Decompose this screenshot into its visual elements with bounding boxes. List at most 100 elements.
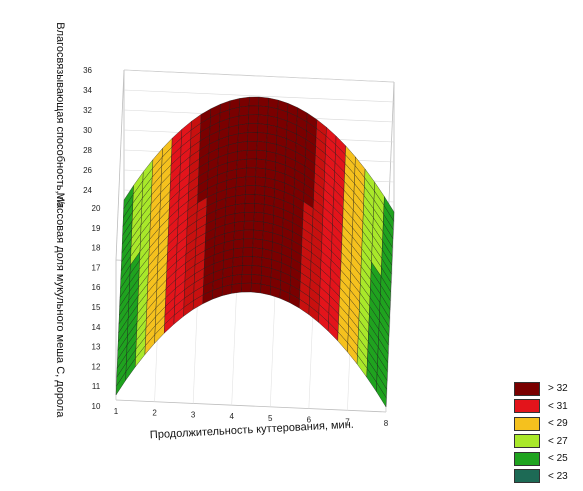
surface-cell (232, 265, 243, 276)
legend-swatch (514, 399, 540, 414)
surface-cell (231, 274, 243, 285)
surface-cell (257, 114, 269, 125)
surface-cell (242, 256, 253, 266)
surface-cell (245, 167, 257, 178)
x-tick-label: 2 (152, 409, 157, 418)
surface-cell (257, 123, 268, 134)
legend-swatch (514, 416, 540, 431)
legend-item: < 29 (514, 415, 580, 433)
y-tick-label: 17 (92, 263, 101, 272)
legend: > 32 < 31 < 29 < 27 < 25 < 23 (514, 380, 580, 485)
z-tick-label: 30 (83, 126, 92, 135)
surface-cell (254, 194, 265, 205)
y-tick-label: 13 (92, 343, 101, 352)
surface-cell (233, 229, 245, 241)
surface-cell (234, 220, 245, 232)
surface-cell (251, 265, 262, 276)
surface-cell (258, 96, 269, 107)
surface-cell (258, 105, 269, 116)
surface-cell (251, 256, 263, 267)
y-tick-label: 12 (92, 362, 101, 371)
y-tick-label: 16 (92, 283, 101, 292)
x-tick-label: 8 (384, 419, 389, 428)
surface-cell (260, 283, 271, 296)
y-tick-label: 11 (92, 382, 101, 391)
surface-cell (248, 105, 259, 116)
legend-swatch (514, 469, 540, 484)
legend-item: < 25 (514, 450, 580, 468)
y-tick-label: 10 (92, 402, 101, 411)
surface-cell (248, 96, 260, 107)
surface-cell (238, 114, 249, 126)
y-tick-label: 14 (92, 323, 101, 332)
surface-cell (234, 203, 246, 214)
x-tick-label: 5 (268, 414, 273, 423)
surface-cell (239, 96, 250, 108)
surface-cell (243, 238, 254, 248)
surface-cell (256, 150, 267, 161)
surface-cell (232, 256, 243, 268)
surface-cell (238, 105, 250, 117)
surface-cell (250, 282, 262, 294)
surface-cell (246, 150, 257, 160)
surface-cell (257, 132, 268, 143)
surface-cell (233, 247, 244, 259)
surface-cell (247, 123, 259, 133)
surface-cell (376, 382, 387, 408)
surface-cell (246, 158, 257, 169)
surface-cell (231, 283, 242, 294)
surface-cell (244, 194, 256, 204)
z-tick-label: 34 (83, 86, 92, 95)
surface-mesh (115, 96, 395, 408)
y-tick-label: 20 (92, 204, 101, 213)
legend-label: > 32 (548, 383, 568, 395)
z-axis-label: Влагосвязывающая способность, г/г (54, 22, 66, 207)
z-tick-label: 32 (83, 106, 92, 115)
surface-cell (247, 132, 258, 142)
grid-line (123, 89, 395, 103)
surface-cell (253, 212, 265, 223)
x-tick-label: 3 (191, 410, 196, 419)
legend-swatch (514, 451, 540, 466)
x-tick-label: 1 (114, 407, 119, 416)
y-axis-ticks: 10 11 12 13 14 15 16 17 18 19 20 (92, 204, 101, 411)
surface-cell (253, 220, 264, 232)
legend-item: < 31 (514, 398, 580, 416)
x-tick-label: 6 (307, 416, 312, 425)
z-tick-label: 36 (83, 66, 92, 75)
surface-cell (248, 114, 259, 124)
x-axis-ticks: 1 2 3 4 5 6 7 8 (114, 407, 389, 428)
surface-cell (242, 247, 253, 257)
legend-item: < 23 (514, 468, 580, 486)
grid-line (385, 221, 395, 413)
surface-cell (238, 123, 249, 134)
surface-cell (252, 238, 263, 249)
x-tick-label: 7 (345, 417, 350, 426)
grid-line (123, 69, 395, 83)
z-tick-label: 24 (83, 186, 92, 195)
legend-swatch (514, 381, 540, 396)
surface-cell (233, 238, 244, 250)
x-axis-label: Продолжительность куттерования, мин. (150, 419, 355, 442)
surface-cell (243, 229, 254, 240)
surface-cell (237, 150, 248, 161)
surface-cell (254, 185, 266, 196)
box-edge (115, 69, 125, 261)
legend-swatch (514, 434, 540, 449)
surface-cell (251, 274, 262, 285)
z-tick-label: 28 (83, 146, 92, 155)
surface-cell (237, 141, 248, 152)
surface-cell (255, 167, 266, 178)
surface-cell (252, 247, 263, 258)
surface-cell (255, 176, 266, 187)
x-tick-label: 4 (229, 412, 234, 421)
legend-item: < 27 (514, 433, 580, 451)
surface-cell (253, 229, 264, 240)
legend-label: < 25 (548, 453, 568, 465)
surface-cell (245, 176, 256, 186)
box-edge (115, 399, 387, 413)
surface-cell (245, 185, 256, 195)
surface-cell (256, 141, 267, 152)
surface-cell (236, 159, 247, 170)
